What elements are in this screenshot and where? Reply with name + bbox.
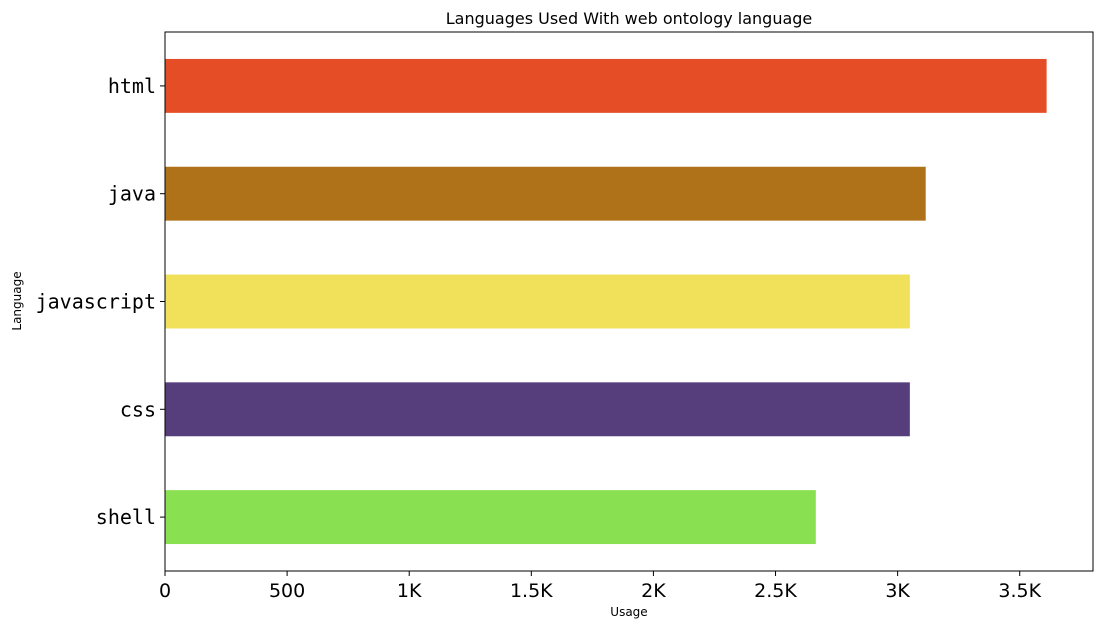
y-tick-label: shell bbox=[96, 505, 156, 529]
x-tick-label: 1K bbox=[397, 580, 422, 602]
x-axis-ticks: 0 500 1K 1.5K 2K 2.5K 3K 3.5K bbox=[159, 571, 1042, 602]
x-tick-label: 3K bbox=[885, 580, 910, 602]
bar-javascript bbox=[165, 274, 910, 329]
x-tick-label: 500 bbox=[269, 580, 305, 602]
y-tick-label: java bbox=[108, 182, 156, 206]
x-axis-label: Usage bbox=[610, 605, 647, 619]
chart-title: Languages Used With web ontology languag… bbox=[446, 9, 813, 28]
x-tick-label: 1.5K bbox=[510, 580, 553, 602]
bar-shell bbox=[165, 490, 816, 545]
x-tick-label: 2.5K bbox=[754, 580, 797, 602]
bar-css bbox=[165, 382, 910, 437]
bar-html bbox=[165, 58, 1047, 113]
x-tick-label: 3.5K bbox=[998, 580, 1041, 602]
y-axis-label: Language bbox=[10, 271, 24, 330]
x-tick-label: 2K bbox=[641, 580, 666, 602]
bar-java bbox=[165, 166, 926, 221]
bars-group bbox=[165, 58, 1047, 545]
y-tick-label: html bbox=[108, 74, 156, 98]
y-axis-ticks: html java javascript css shell bbox=[36, 74, 165, 529]
y-tick-label: javascript bbox=[36, 290, 156, 314]
x-tick-label: 0 bbox=[159, 580, 171, 602]
y-tick-label: css bbox=[120, 397, 156, 421]
